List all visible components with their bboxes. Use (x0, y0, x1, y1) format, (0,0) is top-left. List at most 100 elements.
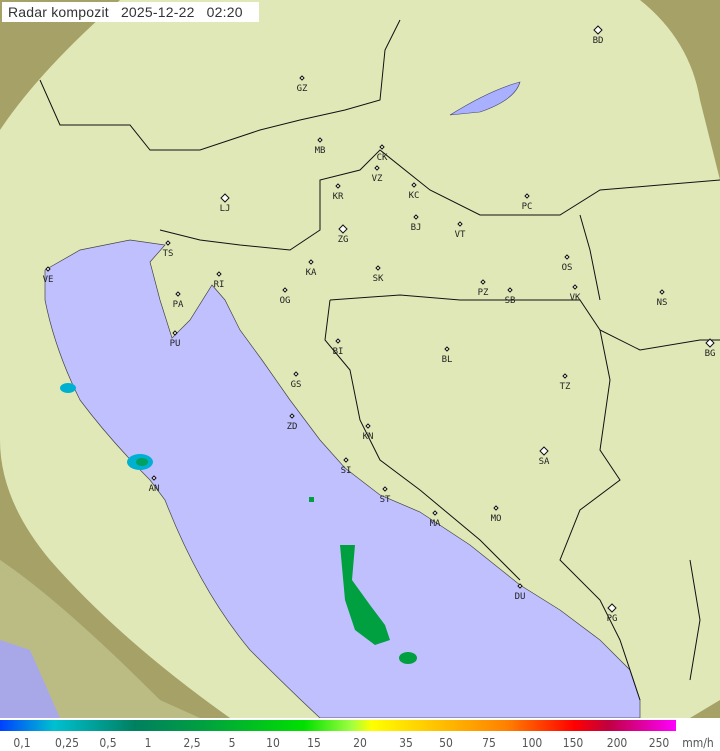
city-sb: SB (505, 287, 516, 306)
city-label: BD (593, 36, 604, 46)
city-mo: MO (491, 505, 502, 524)
city-vk: VK (570, 284, 581, 303)
legend-tick: 75 (482, 736, 496, 750)
city-marker-icon (444, 346, 450, 352)
city-os: OS (562, 254, 573, 273)
legend-tick: 2,5 (183, 736, 201, 750)
city-ns: NS (657, 289, 667, 308)
city-marker-icon (659, 289, 665, 295)
city-marker-icon (289, 413, 295, 419)
city-bd: BD (593, 25, 604, 46)
lake-balaton (449, 81, 521, 116)
city-tz: TZ (560, 373, 571, 392)
city-ma: MA (430, 510, 441, 529)
legend-tick: 50 (439, 736, 453, 750)
city-label: RI (214, 280, 225, 290)
title-label: Radar kompozit (8, 4, 109, 20)
title-date: 2025-12-22 (120, 4, 195, 20)
city-label: PU (170, 339, 181, 349)
legend-tick: 5 (228, 736, 236, 750)
city-marker-icon (293, 371, 299, 377)
legend-tick: 0,25 (54, 736, 80, 750)
city-si: SI (341, 457, 351, 476)
city-pc: PC (522, 193, 533, 212)
city-pz: PZ (478, 279, 489, 298)
title-time: 02:20 (206, 4, 243, 20)
city-marker-icon (365, 423, 371, 429)
map-title: Radar kompozit 2025-12-22 02:20 (2, 2, 259, 22)
city-kn: KN (363, 423, 374, 442)
city-marker-icon (335, 183, 341, 189)
legend-tick: 0,5 (99, 736, 117, 750)
city-marker-icon (493, 505, 499, 511)
city-label: CK (377, 153, 388, 163)
city-kc: KC (409, 182, 419, 201)
precipitation-color-scale (0, 720, 676, 731)
city-label: VE (43, 275, 54, 285)
city-lj: LJ (220, 193, 230, 214)
capital-marker-icon (539, 446, 549, 456)
legend-tick: 20 (353, 736, 367, 750)
radar-map: BD GZ MB CK VZ KR KC PC LJ ZG BJ VT TS VE RI KA SK OS PA OG… (0, 0, 720, 718)
city-label: MO (491, 514, 502, 524)
city-zd: ZD (287, 413, 297, 432)
city-label: SB (505, 296, 516, 306)
city-marker-icon (564, 254, 570, 260)
legend-tick: 150 (562, 736, 584, 750)
city-label: ZG (338, 235, 349, 245)
city-marker-icon (335, 338, 341, 344)
city-pu: PU (170, 330, 181, 349)
city-vt: VT (455, 221, 466, 240)
city-bl: BL (442, 346, 452, 365)
city-marker-icon (411, 182, 417, 188)
city-gs: GS (291, 371, 302, 390)
city-label: MB (315, 146, 326, 156)
city-label: BJ (411, 223, 422, 233)
city-du: DU (515, 583, 525, 602)
legend-tick: 35 (399, 736, 413, 750)
city-marker-icon (45, 266, 51, 272)
city-label: BG (705, 349, 716, 359)
city-ts: TS (163, 240, 174, 259)
city-label: TS (163, 249, 174, 259)
city-marker-icon (317, 137, 323, 143)
city-label: OS (562, 263, 573, 273)
city-sk: SK (373, 265, 384, 284)
city-vz: VZ (372, 165, 383, 184)
legend-tick: 0,1 (13, 736, 31, 750)
city-marker-icon (507, 287, 513, 293)
city-marker-icon (165, 240, 171, 246)
legend-labels: 0,1 0,25 0,5 1 2,5 5 10 15 20 35 50 75 100 150 200 250 m… (0, 736, 720, 751)
city-label: VZ (372, 174, 383, 184)
legend-tick: 10 (266, 736, 280, 750)
city-label: GZ (297, 84, 308, 94)
city-marker-icon (432, 510, 438, 516)
city-bi: BI (333, 338, 343, 357)
city-st: ST (380, 486, 391, 505)
city-an: AN (149, 475, 159, 494)
lower-land (0, 560, 200, 718)
city-marker-icon (282, 287, 288, 293)
legend-tick: 250 (648, 736, 670, 750)
rain-echoes (60, 383, 417, 664)
city-label: GS (291, 380, 302, 390)
city-label: ST (380, 495, 391, 505)
city-pa: PA (173, 291, 184, 310)
city-label: PC (522, 202, 533, 212)
city-marker-icon (375, 265, 381, 271)
adriatic-sea (44, 239, 641, 718)
city-ri: RI (214, 271, 225, 290)
city-marker-icon (151, 475, 157, 481)
city-marker-icon (562, 373, 568, 379)
city-label: OG (280, 296, 291, 306)
city-marker-icon (382, 486, 388, 492)
city-label: MA (430, 519, 441, 529)
city-label: KR (333, 192, 344, 202)
capital-marker-icon (220, 193, 230, 203)
city-ve: VE (43, 266, 54, 285)
city-label: PZ (478, 288, 489, 298)
city-marker-icon (343, 457, 349, 463)
city-label: KN (363, 432, 374, 442)
city-label: TZ (560, 382, 571, 392)
city-marker-icon (308, 259, 314, 265)
